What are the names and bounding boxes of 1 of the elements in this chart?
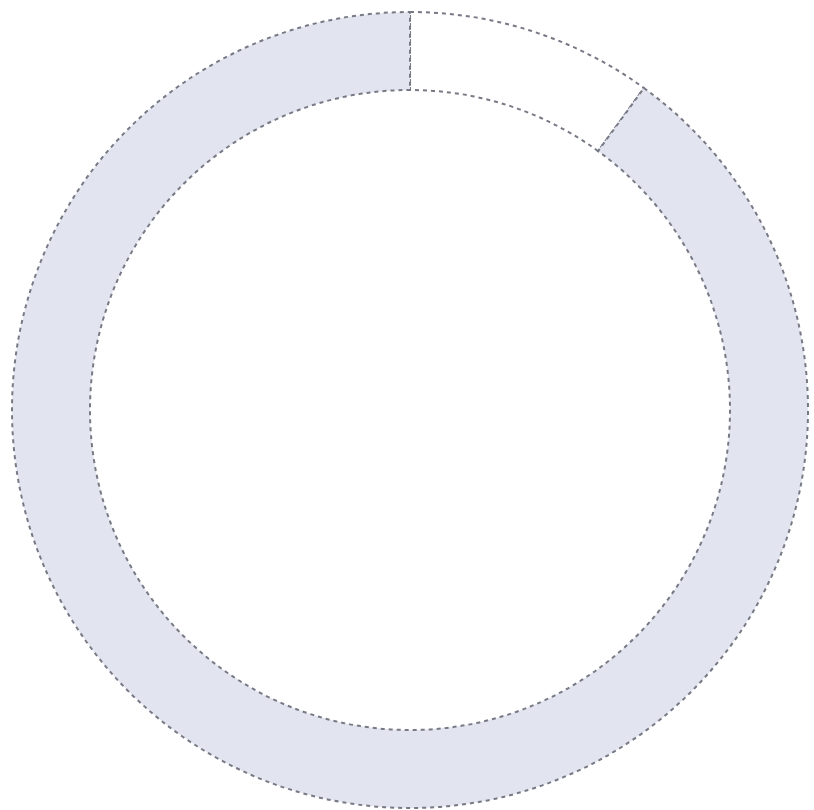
donut-slice [11,11,809,809]
